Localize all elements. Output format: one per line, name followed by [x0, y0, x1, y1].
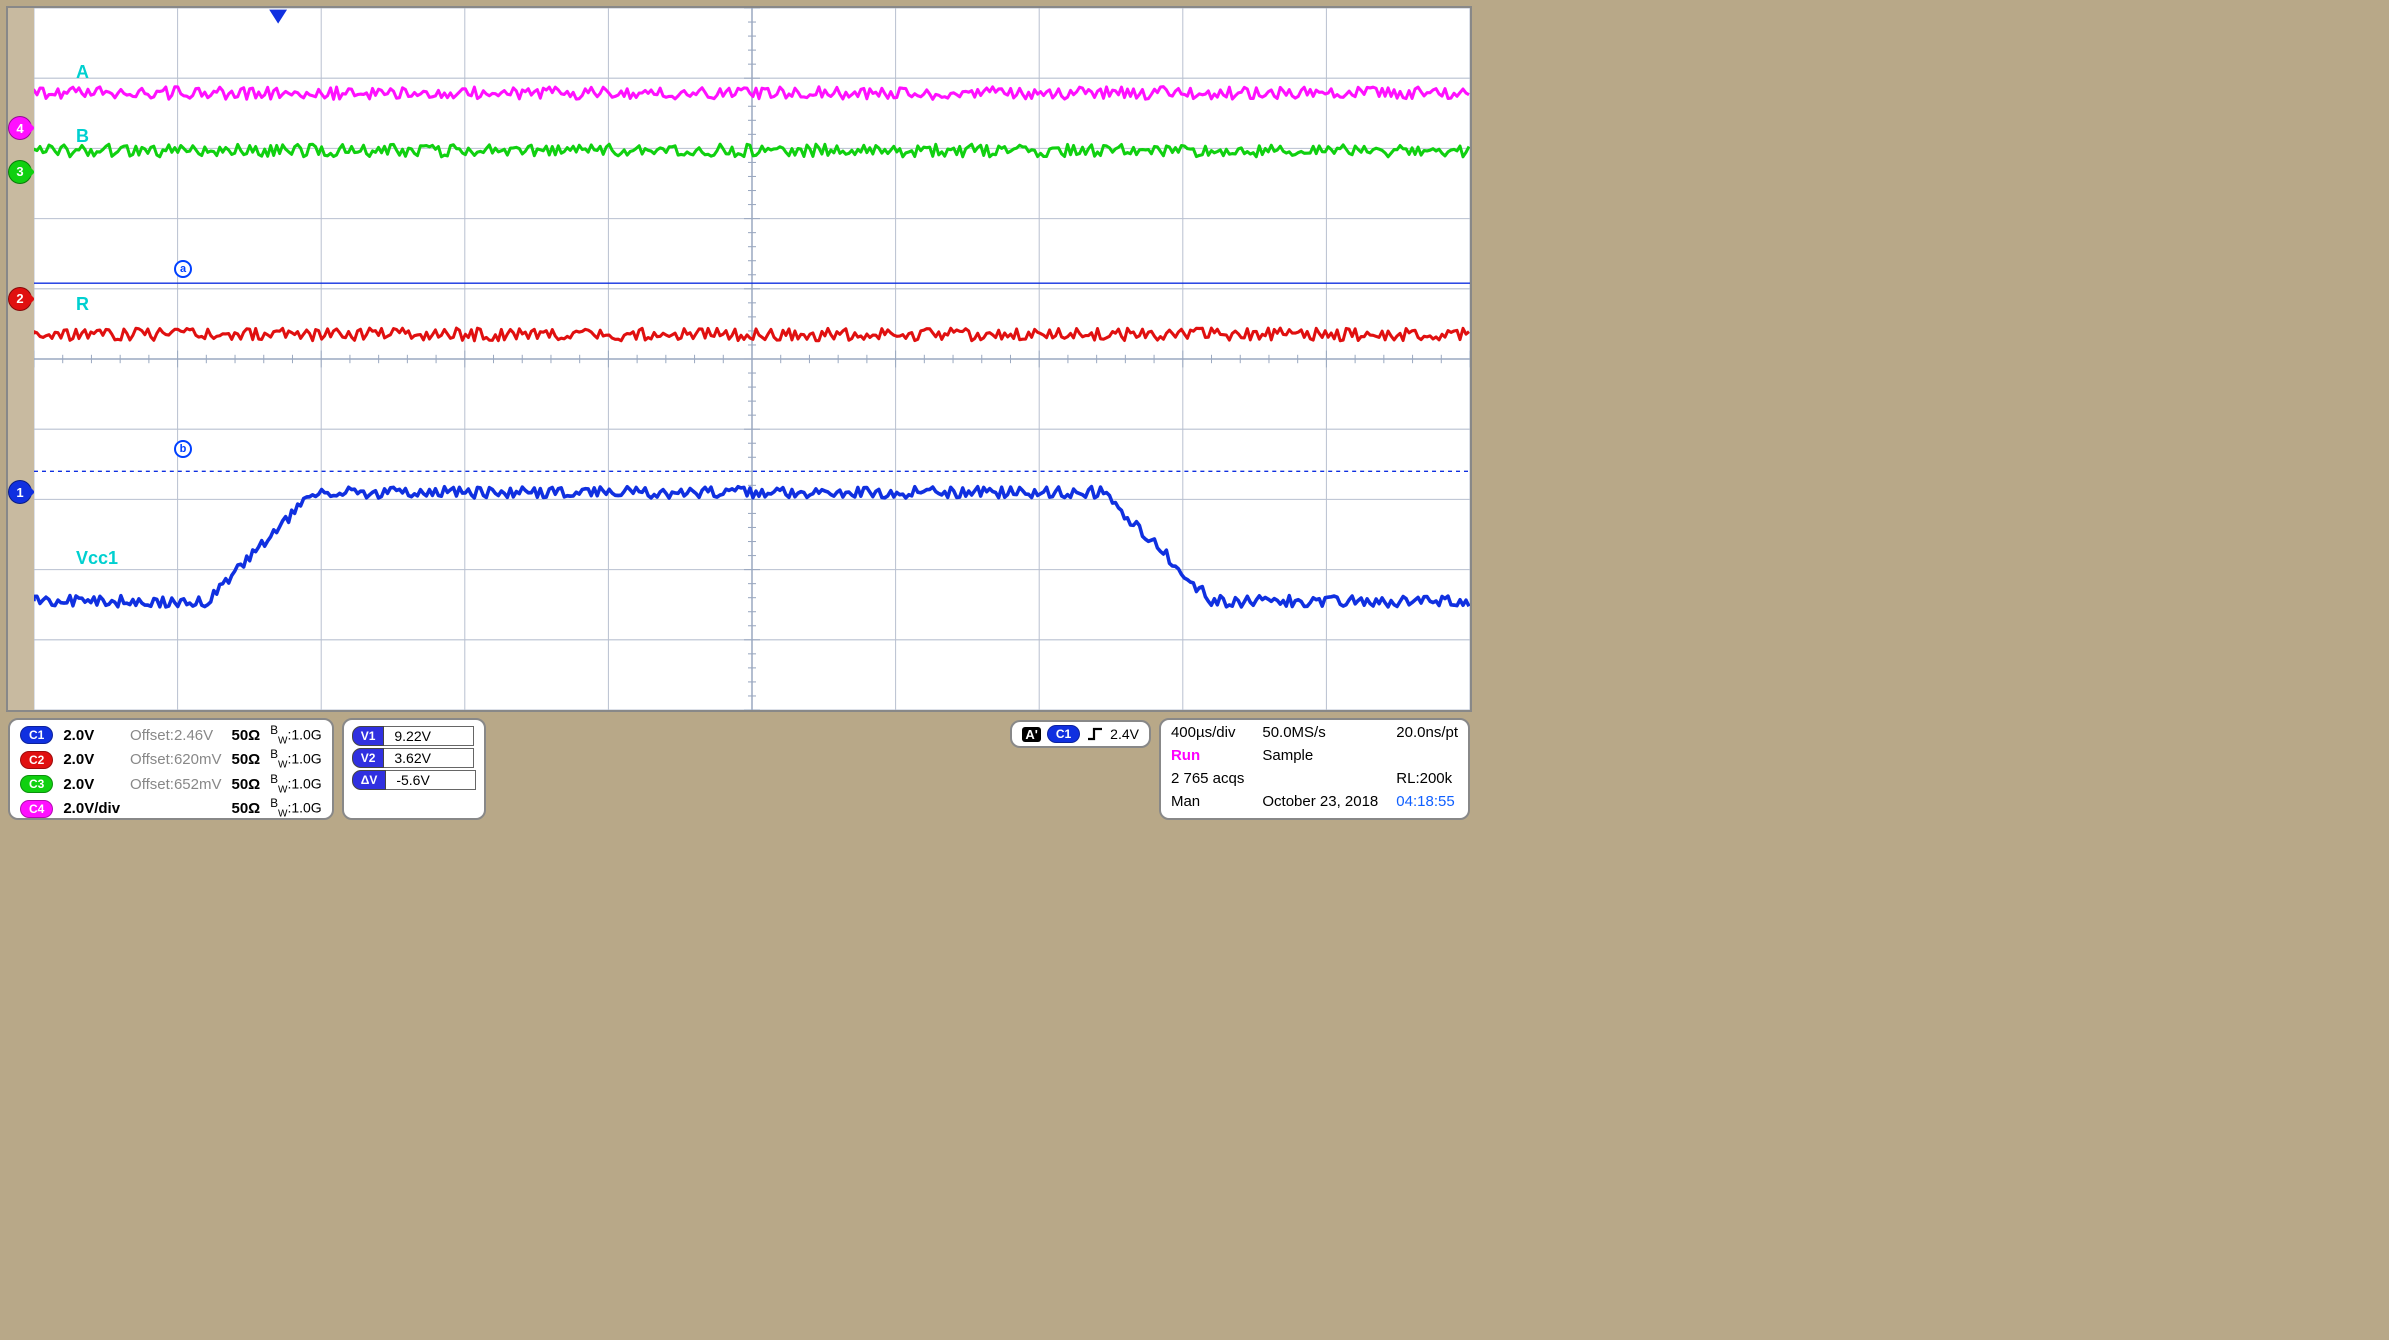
time-resolution: 20.0ns/pt: [1396, 724, 1458, 745]
blank: [1396, 747, 1458, 768]
channel-marker-3[interactable]: 3: [8, 160, 32, 184]
trace-label-b: B: [76, 126, 89, 147]
channel-marker-4[interactable]: 4: [8, 116, 32, 140]
trigger-level: 2.4V: [1110, 726, 1139, 742]
acq-mode: Sample: [1262, 747, 1378, 768]
bottom-bar: C1 2.0V Offset:2.46V 50Ω BW:1.0G C2 2.0V Offset…: [6, 712, 1472, 822]
ch-impedance: 50Ω: [231, 800, 260, 817]
ch-scale: 2.0V/div: [63, 800, 120, 817]
plot-svg: [34, 8, 1470, 710]
trigger-source-chip: C1: [1047, 725, 1080, 743]
acq-date: October 23, 2018: [1262, 793, 1378, 814]
channel-gutter: 4 3 2 1: [8, 8, 34, 710]
waveform-display: 4 3 2 1 A B R Vcc1 a b: [6, 6, 1472, 712]
acq-time: 04:18:55: [1396, 793, 1458, 814]
trigger-mode-badge: A': [1022, 727, 1040, 742]
channel-chip-c1[interactable]: C1: [20, 726, 53, 744]
trig-mode-label: Man: [1171, 793, 1244, 814]
edge-rising-icon: [1086, 725, 1104, 743]
ch-bandwidth: BW:1.0G: [270, 748, 321, 770]
trace-label-vcc1: Vcc1: [76, 548, 118, 569]
channel-chip-c4[interactable]: C4: [20, 800, 53, 818]
timebase: 400µs/div: [1171, 724, 1244, 745]
oscilloscope-window: 4 3 2 1 A B R Vcc1 a b C1 2.0V Offset:2.46V 50Ω BW:1…: [0, 0, 1478, 828]
cursor-marker-a[interactable]: a: [174, 260, 192, 278]
ch-impedance: 50Ω: [231, 751, 260, 768]
ch-offset: Offset:2.46V: [130, 727, 221, 744]
measurement-chip: ΔV: [352, 770, 387, 790]
trace-label-r: R: [76, 294, 89, 315]
ch-bandwidth: BW:1.0G: [270, 797, 321, 819]
measurement-chip: V2: [352, 748, 385, 768]
ch-bandwidth: BW:1.0G: [270, 773, 321, 795]
acquisition-panel: 400µs/div 50.0MS/s 20.0ns/pt Run Sample …: [1159, 718, 1470, 820]
cursor-marker-b[interactable]: b: [174, 440, 192, 458]
measurement-value: -5.6V: [386, 770, 476, 790]
measurements-panel: V19.22VV23.62VΔV-5.6V: [342, 718, 487, 820]
run-state[interactable]: Run: [1171, 747, 1244, 768]
ch-bandwidth: BW:1.0G: [270, 724, 321, 746]
ch-scale: 2.0V: [63, 751, 120, 768]
waveform-plot[interactable]: A B R Vcc1 a b: [34, 8, 1470, 710]
measurement-row: V23.62V: [352, 748, 477, 768]
measurement-chip: V1: [352, 726, 385, 746]
measurement-row: V19.22V: [352, 726, 477, 746]
measurement-value: 9.22V: [384, 726, 474, 746]
acq-count: 2 765 acqs: [1171, 770, 1244, 791]
ch-offset: Offset:620mV: [130, 751, 221, 768]
channel-marker-2[interactable]: 2: [8, 287, 32, 311]
ch-offset: Offset:652mV: [130, 776, 221, 793]
ch-scale: 2.0V: [63, 727, 120, 744]
measurement-value: 3.62V: [384, 748, 474, 768]
measurement-row: ΔV-5.6V: [352, 770, 477, 790]
sample-rate: 50.0MS/s: [1262, 724, 1378, 745]
record-length: RL:200k: [1396, 770, 1458, 791]
ch-impedance: 50Ω: [231, 727, 260, 744]
channel-marker-1[interactable]: 1: [8, 480, 32, 504]
blank2: [1262, 770, 1378, 791]
trace-label-a: A: [76, 62, 89, 83]
channel-chip-c2[interactable]: C2: [20, 751, 53, 769]
ch-scale: 2.0V: [63, 776, 120, 793]
ch-impedance: 50Ω: [231, 776, 260, 793]
channel-settings-panel: C1 2.0V Offset:2.46V 50Ω BW:1.0G C2 2.0V Offset…: [8, 718, 334, 820]
trigger-panel[interactable]: A' C1 2.4V: [1010, 720, 1151, 748]
spacer: [494, 718, 1002, 820]
channel-chip-c3[interactable]: C3: [20, 775, 53, 793]
